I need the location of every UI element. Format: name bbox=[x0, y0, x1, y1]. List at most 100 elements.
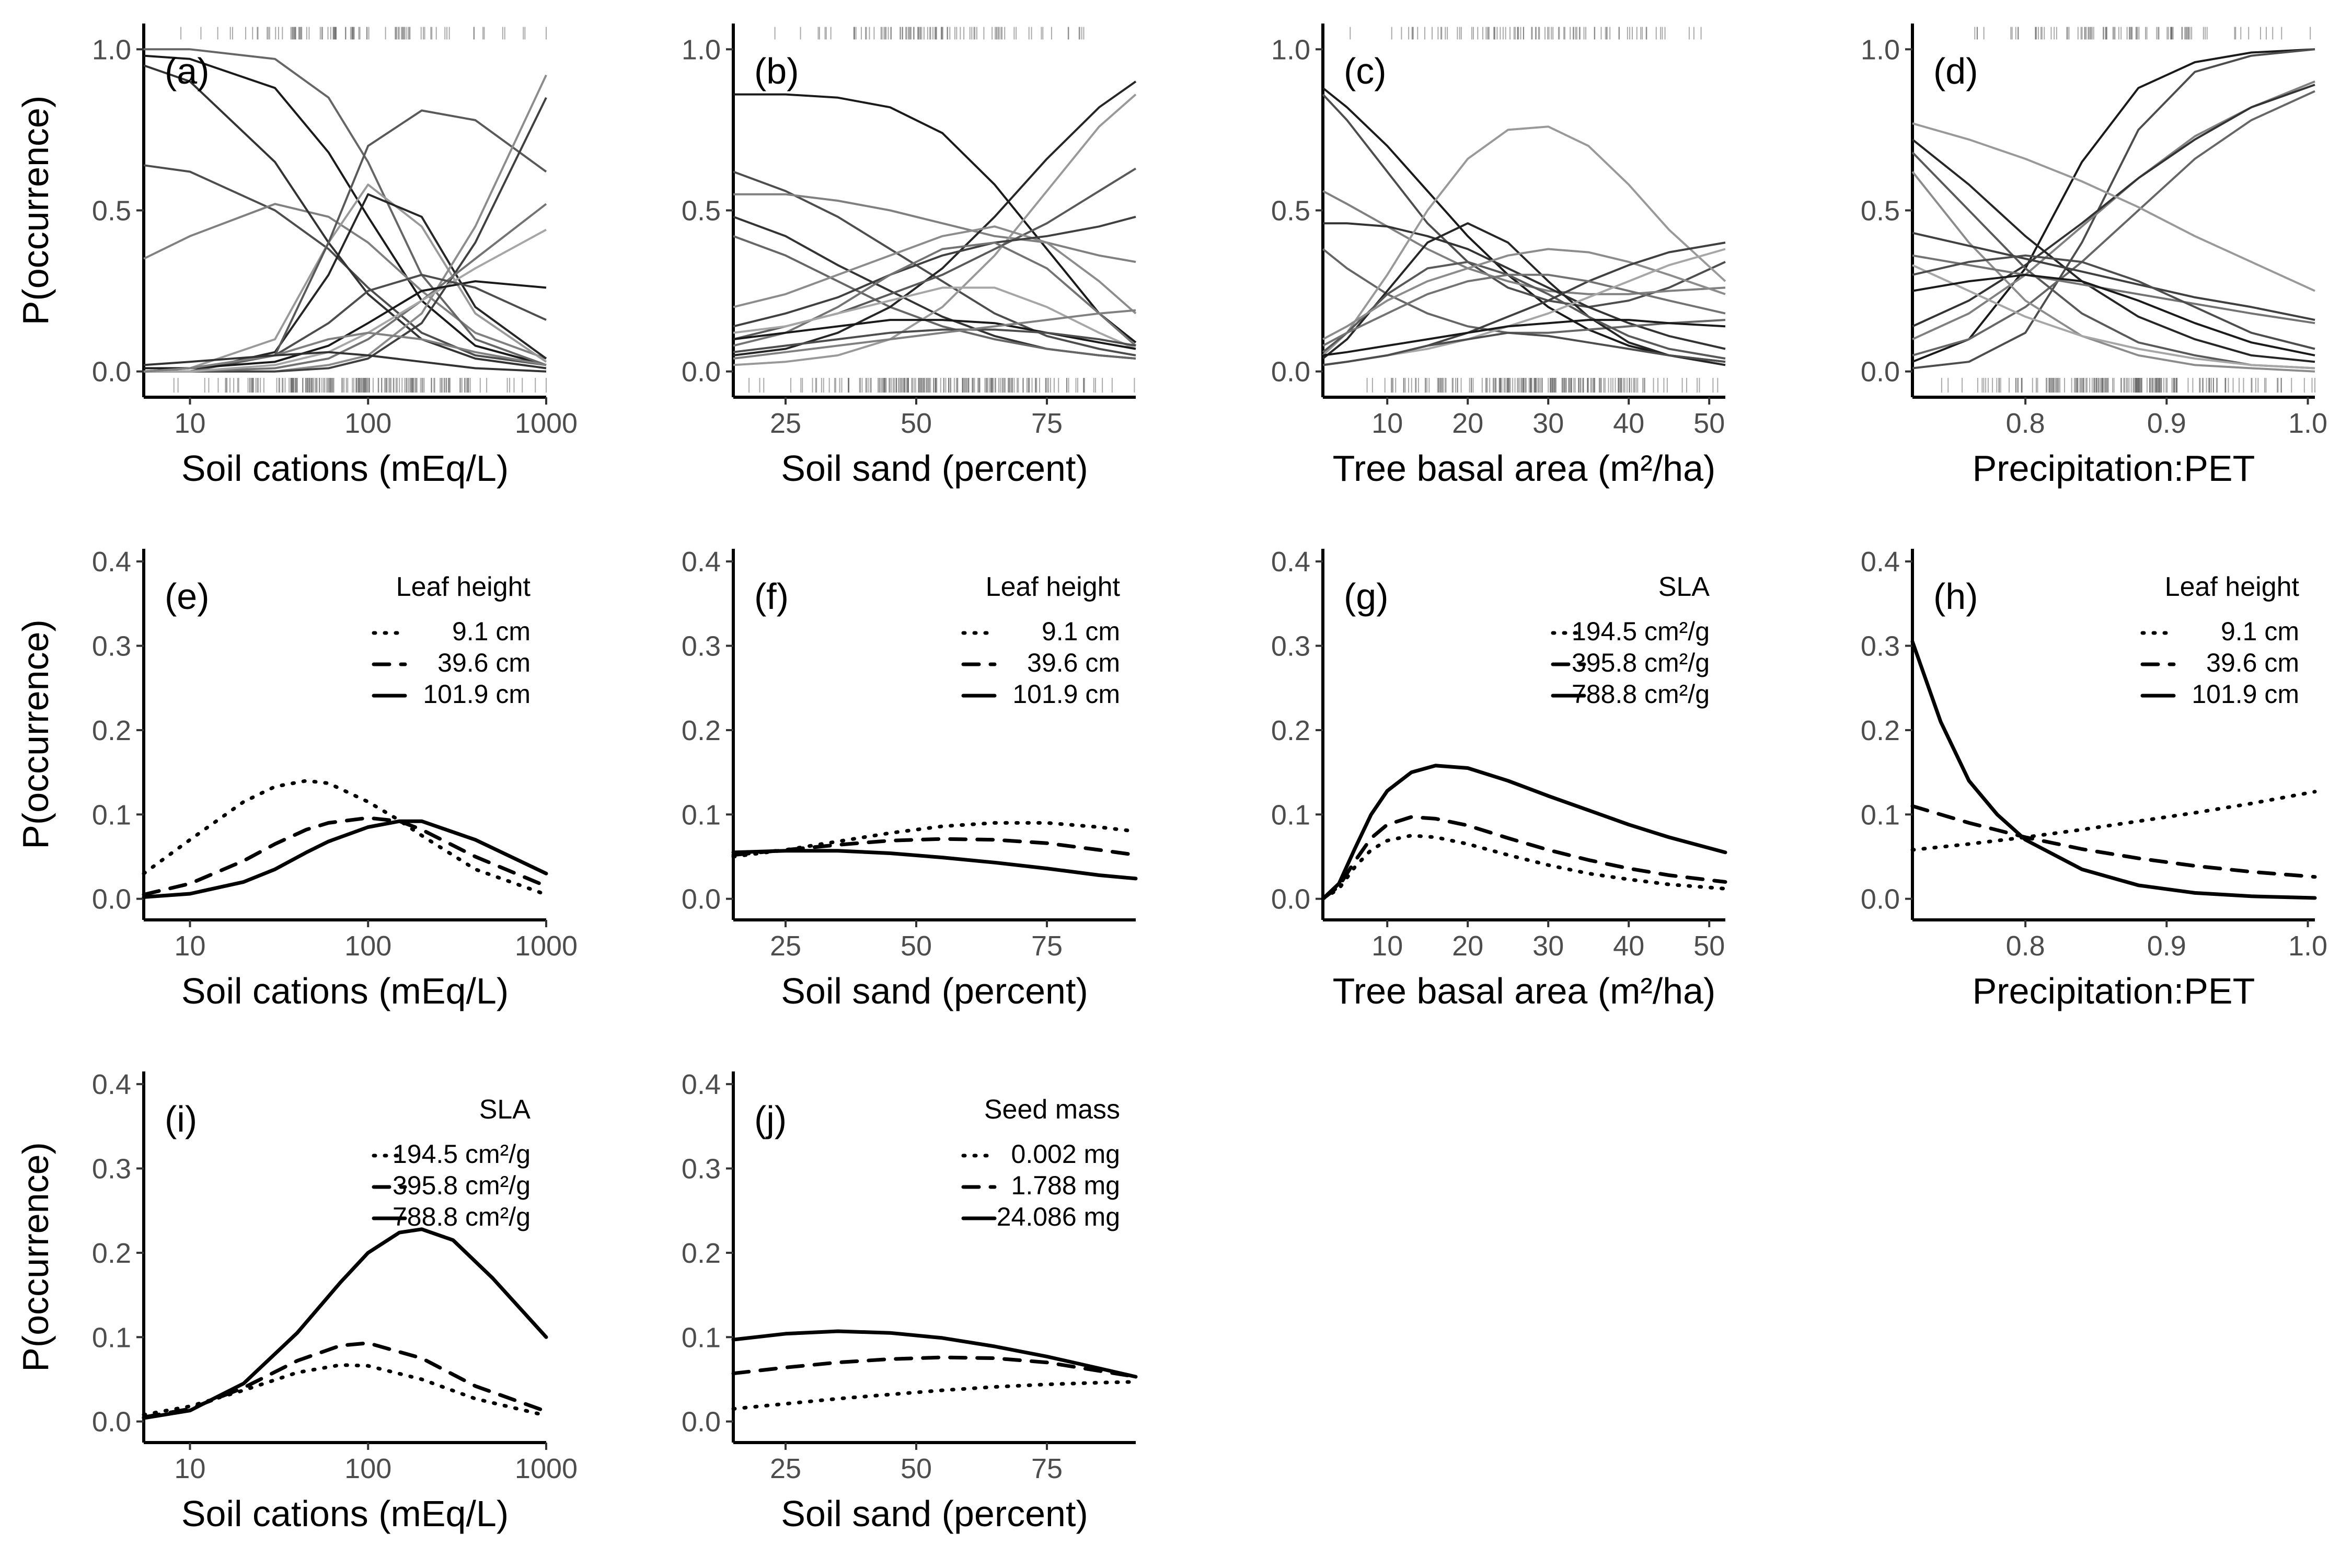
species-curve bbox=[144, 109, 547, 373]
series-line-dotted bbox=[142, 779, 548, 897]
panel-label: (h) bbox=[1933, 576, 1978, 617]
species-curve bbox=[733, 235, 1136, 360]
x-tick-label: 50 bbox=[1693, 930, 1725, 962]
y-tick-label: 0.0 bbox=[682, 1406, 721, 1438]
species-curve bbox=[733, 309, 1136, 360]
x-axis-title: Precipitation:PET bbox=[1973, 448, 2255, 489]
x-tick-label: 10 bbox=[174, 1453, 205, 1484]
species-curve bbox=[144, 97, 547, 373]
y-tick-label: 0.4 bbox=[1861, 546, 1900, 578]
x-tick-label: 20 bbox=[1452, 408, 1483, 439]
x-axis-title: Soil sand (percent) bbox=[781, 448, 1088, 489]
x-tick-label: 50 bbox=[901, 1453, 932, 1484]
series-line-solid bbox=[731, 849, 1138, 881]
y-tick-label: 0.0 bbox=[682, 884, 721, 915]
series-line-dashed bbox=[142, 816, 548, 897]
legend-title: Leaf height bbox=[396, 572, 531, 602]
series-line-solid bbox=[731, 1329, 1138, 1379]
panel-h: 0.0 0.1 0.2 0.3 0.4 0.8 0.9 1.0 Precipitation:PE… bbox=[1861, 546, 2327, 1011]
species-curve bbox=[143, 331, 547, 373]
panel-label: (b) bbox=[754, 51, 799, 91]
series-line-dotted bbox=[1910, 790, 2317, 852]
y-tick-label: 0.2 bbox=[92, 715, 131, 746]
x-tick-label: 0.8 bbox=[2006, 408, 2045, 439]
species-curve bbox=[733, 241, 1137, 347]
series-line-dashed bbox=[731, 1355, 1138, 1379]
y-tick-label: 0.2 bbox=[92, 1238, 131, 1269]
species-curve bbox=[1912, 90, 2315, 356]
panel-label: (a) bbox=[165, 51, 210, 91]
x-tick-label: 0.8 bbox=[2006, 930, 2045, 962]
legend-title: Leaf height bbox=[986, 572, 1121, 602]
x-tick-label: 1000 bbox=[515, 408, 578, 439]
species-curve bbox=[144, 228, 547, 373]
y-tick-label: 0.4 bbox=[682, 1069, 721, 1100]
x-tick-label: 50 bbox=[901, 408, 932, 439]
legend-entry: 9.1 cm bbox=[1042, 617, 1120, 646]
legend-entry: 39.6 cm bbox=[1027, 648, 1120, 677]
x-tick-label: 25 bbox=[770, 408, 801, 439]
species-curve bbox=[1323, 222, 1726, 350]
y-tick-label: 1.0 bbox=[1861, 34, 1900, 65]
y-tick-label: 0.5 bbox=[682, 195, 721, 227]
legend-title: SLA bbox=[1658, 572, 1710, 602]
x-axis-title: Soil sand (percent) bbox=[781, 971, 1088, 1011]
species-curve bbox=[144, 48, 547, 366]
species-curve bbox=[1912, 254, 2315, 325]
series-line-solid bbox=[1910, 640, 2317, 900]
panel-label: (j) bbox=[754, 1099, 787, 1139]
species-curve bbox=[733, 286, 1136, 350]
x-tick-label: 25 bbox=[770, 1453, 801, 1484]
species-curve bbox=[733, 193, 1136, 263]
y-tick-label: 0.1 bbox=[92, 1322, 131, 1353]
series-line-dashed bbox=[142, 1341, 548, 1420]
legend-entry: 24.086 mg bbox=[997, 1202, 1120, 1231]
species-curve bbox=[1322, 273, 1726, 347]
y-tick-label: 0.0 bbox=[92, 356, 131, 388]
panel-label: (f) bbox=[754, 576, 789, 617]
x-tick-label: 50 bbox=[901, 930, 932, 962]
species-curve bbox=[733, 170, 1136, 356]
panel-label: (g) bbox=[1344, 576, 1389, 617]
x-tick-label: 10 bbox=[174, 930, 205, 962]
y-tick-label: 0.0 bbox=[1271, 356, 1310, 388]
y-tick-label: 0.3 bbox=[1271, 631, 1310, 662]
y-tick-label: 0.0 bbox=[1861, 356, 1900, 388]
panel-label: (i) bbox=[165, 1099, 197, 1139]
y-tick-label: 1.0 bbox=[682, 34, 721, 65]
y-axis-title: P(occurrence) bbox=[15, 96, 56, 326]
y-tick-label: 0.5 bbox=[92, 195, 131, 227]
x-tick-label: 25 bbox=[770, 930, 801, 962]
x-tick-label: 100 bbox=[344, 930, 391, 962]
x-tick-label: 20 bbox=[1452, 930, 1483, 962]
panel-d: 0.0 0.5 1.0 0.8 0.9 1.0 Precipitation:PET (d) bbox=[1861, 24, 2327, 489]
legend-entry: 101.9 cm bbox=[423, 679, 531, 709]
species-curve bbox=[733, 328, 1136, 353]
legend-entry: 194.5 cm²/g bbox=[1572, 617, 1710, 646]
series-line-solid bbox=[1321, 764, 1727, 901]
species-curve bbox=[733, 94, 1137, 366]
species-curve bbox=[1322, 125, 1726, 356]
panel-g: 0.0 0.1 0.2 0.3 0.4 10 20 30 40 50 Tree basal area… bbox=[1271, 546, 1727, 1011]
x-axis-title: Tree basal area (m²/ha) bbox=[1333, 971, 1716, 1011]
legend-entry: 788.8 cm²/g bbox=[1572, 679, 1710, 709]
species-curve bbox=[143, 64, 547, 370]
species-curve bbox=[1912, 48, 2315, 370]
legend-title: SLA bbox=[479, 1094, 531, 1125]
legend-entry: 395.8 cm²/g bbox=[393, 1171, 531, 1200]
legend-title: Leaf height bbox=[2165, 572, 2300, 602]
y-tick-label: 1.0 bbox=[1271, 34, 1310, 65]
series-line-solid bbox=[142, 819, 548, 899]
series-line-dotted bbox=[1321, 834, 1727, 901]
x-tick-label: 10 bbox=[1371, 408, 1403, 439]
species-curve bbox=[1912, 273, 2315, 356]
y-tick-label: 0.4 bbox=[1271, 546, 1310, 578]
x-axis-title: Soil cations (mEq/L) bbox=[181, 971, 509, 1011]
species-curve bbox=[1912, 122, 2315, 292]
y-tick-label: 1.0 bbox=[92, 34, 131, 65]
legend-entry: 101.9 cm bbox=[2192, 679, 2299, 709]
y-tick-label: 0.2 bbox=[682, 1238, 721, 1269]
legend-entry: 395.8 cm²/g bbox=[1572, 648, 1710, 677]
legend-entry: 788.8 cm²/g bbox=[393, 1202, 531, 1231]
